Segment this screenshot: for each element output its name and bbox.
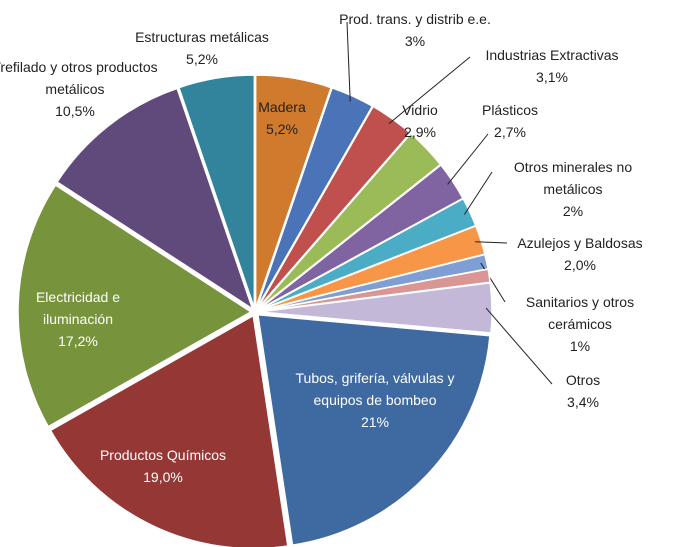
value-label: 10,5% xyxy=(55,103,95,119)
pie-slice xyxy=(258,281,493,334)
category-label: Azulejos y Baldosas xyxy=(517,235,643,251)
pie-slice xyxy=(257,313,491,547)
category-label: Tubos, grifería, válvulas y equipos de b… xyxy=(295,370,455,408)
category-label: Sanitarios y otros cerámicos xyxy=(525,294,635,332)
leader-line xyxy=(447,133,489,185)
value-label: 21% xyxy=(360,414,390,430)
value-label: 2,7% xyxy=(494,124,526,140)
pie-slice xyxy=(49,314,289,547)
category-label: Trefilado y otros productos metálicos xyxy=(0,59,158,97)
category-label: Otros minerales no metálicos xyxy=(513,159,633,197)
value-label: 3,4% xyxy=(567,394,599,410)
slice-label: Otros 3,4% xyxy=(553,369,613,413)
pie-slice xyxy=(17,184,253,428)
leader-line xyxy=(463,171,493,215)
category-label: Prod. trans. y distrib e.e. xyxy=(339,11,491,27)
value-label: 2,9% xyxy=(404,124,436,140)
slice-label: Sanitarios y otros cerámicos 1% xyxy=(505,291,655,357)
leader-line xyxy=(475,241,508,244)
category-label: Plásticos xyxy=(481,102,539,118)
value-label: 2% xyxy=(562,203,584,219)
category-label: Madera xyxy=(258,99,306,115)
value-label: 19,0% xyxy=(143,469,183,485)
slice-label: Industrias Extractivas 3,1% xyxy=(462,44,642,88)
slice-label: Productos Químicos 19,0% xyxy=(73,444,253,488)
category-label: Electricidad e iluminación xyxy=(35,289,121,327)
slice-label: Prod. trans. y distrib e.e. 3% xyxy=(315,8,515,52)
value-label: 2,0% xyxy=(564,257,596,273)
value-label: 3,1% xyxy=(536,69,568,85)
value-label: 5,2% xyxy=(266,121,298,137)
slice-label: Otros minerales no metálicos 2% xyxy=(493,156,653,222)
leader-line xyxy=(346,21,351,102)
slice-label: Vidrio 2,9% xyxy=(390,99,450,143)
slice-label: Trefilado y otros productos metálicos 10,… xyxy=(0,56,160,122)
slice-label: Azulejos y Baldosas 2,0% xyxy=(505,232,655,276)
pie-slice xyxy=(254,74,333,309)
leader-line xyxy=(388,56,471,125)
value-label: 1% xyxy=(569,338,591,354)
category-label: Industrias Extractivas xyxy=(485,47,619,63)
category-label: Productos Químicos xyxy=(99,447,227,463)
value-label: 17,2% xyxy=(58,333,98,349)
slice-label: Plásticos 2,7% xyxy=(470,99,550,143)
category-label: Otros xyxy=(565,372,601,388)
pie-slice xyxy=(256,105,412,310)
value-label: 3% xyxy=(404,33,426,49)
value-label: 5,2% xyxy=(186,51,218,67)
pie-slice xyxy=(255,86,374,309)
slice-label: Tubos, grifería, válvulas y equipos de b… xyxy=(275,367,475,433)
slice-label: Electricidad e iluminación 17,2% xyxy=(18,286,138,352)
pie-slice xyxy=(177,74,256,309)
slice-label: Estructuras metálicas 5,2% xyxy=(112,26,292,70)
category-label: Vidrio xyxy=(402,102,438,118)
pie-slice xyxy=(56,87,254,311)
leader-line xyxy=(485,307,553,385)
category-label: Estructuras metálicas xyxy=(135,29,269,45)
slice-label: Madera 5,2% xyxy=(237,96,327,140)
